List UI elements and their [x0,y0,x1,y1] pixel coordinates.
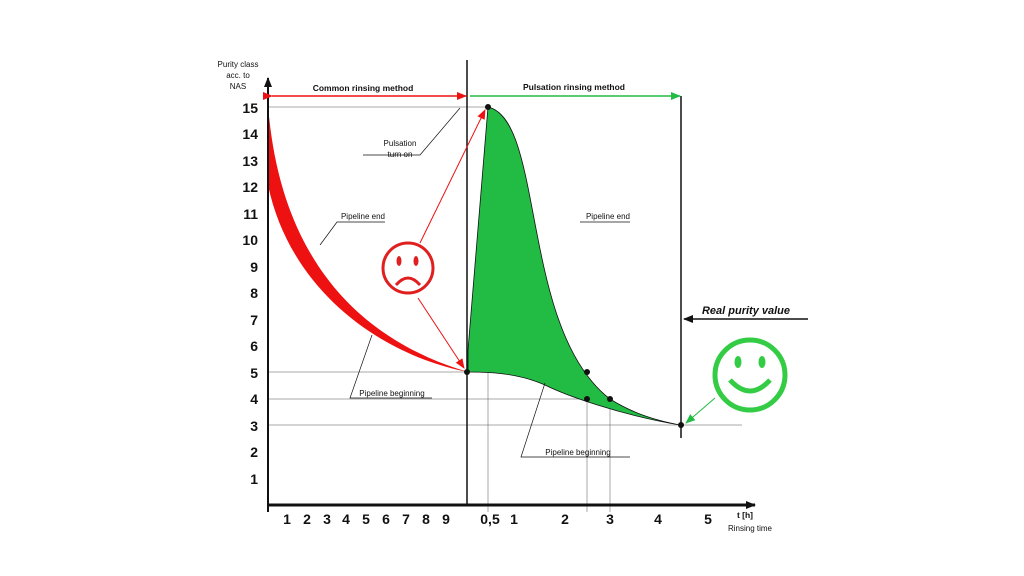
x-tick-right-1: 0,5 [480,511,500,527]
pipeline-beginning-left-label: Pipeline beginning [359,389,424,398]
sad-face-icon [381,241,435,295]
x-tick-left-1: 1 [283,511,291,527]
y-tick-12: 12 [242,179,258,195]
pulsation-turn-on-line2: turn on [388,150,413,159]
x-tick-right-2: 1 [510,511,518,527]
pulsation-method-label: Pulsation rinsing method [523,82,625,92]
y-axis-title-1: Purity class [218,60,259,69]
happy-arrow [685,397,716,424]
y-tick-10: 10 [242,232,258,248]
pulsation-turn-on-line1: Pulsation [384,139,417,148]
x-tick-right-4: 3 [606,511,614,527]
x-ticks-right: 0,5 1 2 3 4 5 [480,511,712,527]
common-method-label: Common rinsing method [313,83,414,93]
y-tick-11: 11 [243,206,258,222]
y-tick-13: 13 [242,153,258,169]
pipeline-end-left-label: Pipeline end [341,212,385,221]
y-tick-8: 8 [250,285,258,301]
x-tick-left-5: 5 [362,511,370,527]
pipeline-end-right-label: Pipeline end [586,212,630,221]
pulsation-rinsing-band [467,106,681,426]
y-tick-9: 9 [250,259,258,275]
y-tick-7: 7 [250,312,258,328]
x-tick-left-9: 9 [442,511,450,527]
x-tick-right-5: 4 [654,511,662,527]
sad-arrow-up [419,109,486,244]
sad-arrow-down [417,297,465,369]
x-tick-left-8: 8 [422,511,430,527]
y-tick-1: 1 [250,471,258,487]
common-rinsing-band [268,105,468,372]
y-tick-4: 4 [250,391,258,407]
real-purity-label: Real purity value [702,305,790,317]
y-tick-3: 3 [250,418,258,434]
x-tick-right-6: 5 [704,511,712,527]
leader-lines [319,107,630,458]
x-axis-subtitle: Rinsing time [728,524,773,533]
y-tick-15: 15 [242,100,258,116]
x-tick-right-3: 2 [561,511,569,527]
x-tick-left-6: 6 [382,511,390,527]
y-axis-title-3: NAS [230,82,246,91]
pipeline-beginning-right-label: Pipeline beginning [545,448,610,457]
y-tick-6: 6 [250,338,258,354]
x-ticks-left: 1 2 3 4 5 6 7 8 9 [283,511,450,527]
y-tick-2: 2 [250,444,258,460]
data-points [464,104,684,428]
y-tick-14: 14 [242,126,258,142]
x-tick-left-2: 2 [303,511,311,527]
x-axis-title: t [h] [737,510,753,520]
y-tick-5: 5 [250,365,258,381]
x-tick-left-3: 3 [323,511,331,527]
y-ticks: 1 2 3 4 5 6 7 8 9 10 11 12 13 14 15 [242,100,258,487]
x-tick-left-4: 4 [342,511,350,527]
happy-face-icon [712,337,788,413]
x-tick-left-7: 7 [402,511,410,527]
y-axis-title-2: acc. to [226,71,250,80]
